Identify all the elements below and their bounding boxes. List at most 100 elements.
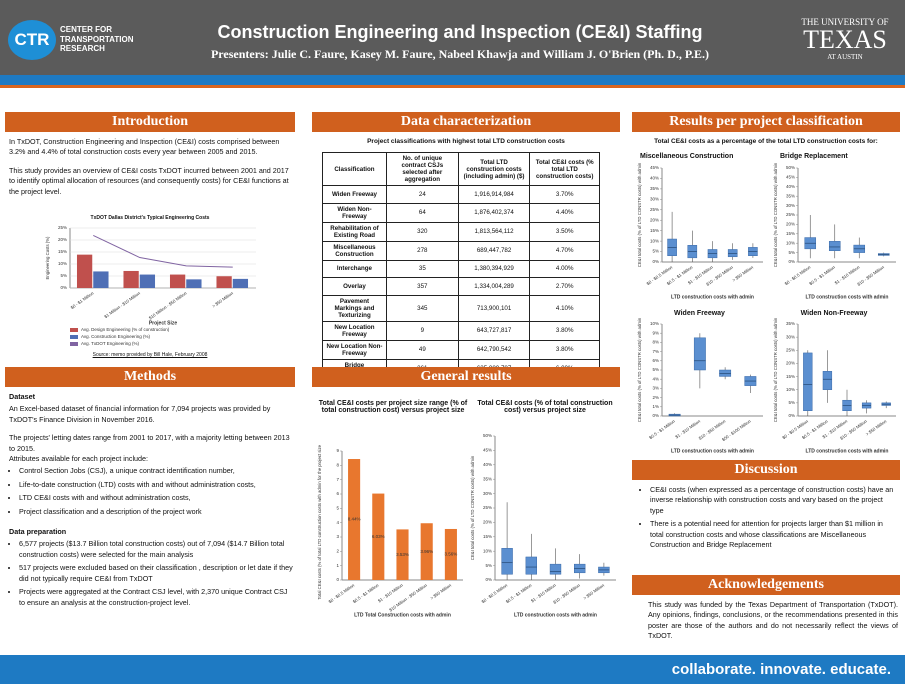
table-row: Widen Freeway 24 1,916,914,984 3.70% [322,185,600,204]
chart: 0% 5% 10% 15% 20% 25% 30% 35% 40% 45% 50% CE&I tota… [773,162,896,300]
cell: Overlay [322,277,387,296]
data-label: 6.03% [372,534,385,539]
chart-title: Bridge Replacement [780,153,848,160]
table-row: New Location Freeway 9 643,727,817 3.80% [322,320,600,341]
y-tick-label: 8% [652,340,659,345]
box [822,371,833,390]
table-row: Pavement Markings and Texturizing 345 713,… [322,294,600,322]
y-tick-label: 30% [650,197,659,202]
bar [420,523,433,580]
title: Construction Engineering and Inspection … [217,22,703,42]
x-tick-label: $0.5 - $1 Million [648,418,676,440]
box [828,241,841,251]
y-tick-label: 30% [483,491,492,496]
y-tick-label: 5% [60,273,67,278]
x-tick-label: $10 Million - $50 Million [148,290,188,320]
paragraph: The projects' letting dates range from 2… [9,433,290,453]
ut-middle: TEXAS [803,25,887,54]
column-header: Total CE&I costs (% total LTD constructi… [529,152,600,186]
chart: 0% 5% 10% 15% 20% 25% 30% 35% 40% 45% 50% CE&I tota… [470,433,616,618]
cell: 3.50% [529,221,600,242]
table-row: Rehabilitation of Existing Road 320 1,813,… [322,221,600,242]
y-tick-label: 35% [650,186,659,191]
section-heading: Results per project classification [632,112,900,132]
y-tick-label: 2% [652,395,659,400]
ut-bottom: AT AUSTIN [827,53,863,61]
x-axis-label: LTD construction costs with admin [514,612,597,618]
section-heading: General results [312,367,620,387]
y-tick-label: 40% [786,184,795,189]
cell: Rehabilitation of Existing Road [322,221,387,242]
y-axis-label: CE&I total costs (% of LTD CONSTR costs)… [773,318,778,422]
footer: collaborate. innovate. educate. [0,655,905,684]
legend-swatch [70,342,78,346]
header [0,0,905,75]
bar [444,528,457,580]
legend-label: Avg. Design Engineering (% of constructi… [81,327,170,332]
x-tick-label: $0.5 - $1 Million [505,582,533,604]
y-tick-label: 20% [786,222,795,227]
list: Control Section Jobs (CSJ), a unique con… [9,466,294,517]
line [93,234,233,268]
y-tick-label: 25% [786,347,795,352]
y-tick-label: 6 [336,491,339,496]
y-tick-label: 5 [336,506,339,511]
column-header: Total LTD construction costs (including … [457,152,531,186]
box [693,337,706,371]
list: 6,577 projects ($13.7 Billion total cons… [9,539,294,607]
y-tick-label: 25% [483,505,492,510]
table-row: New Location Non-Freeway 49 642,790,542 3.8… [322,339,600,360]
cell: 2.70% [529,277,600,296]
y-tick-label: 15% [786,231,795,236]
x-tick-label: > $50 Million [865,418,888,436]
bar [186,279,202,288]
table-header-row: Classification No. of unique contract CSJ… [322,152,600,186]
y-tick-label: 5% [788,400,795,405]
y-tick-label: 30% [786,203,795,208]
paragraph: An Excel-based dataset of financial info… [9,404,271,424]
data-label: 3.53% [396,552,409,557]
list-item: CE&I costs (when expressed as a percenta… [650,485,898,516]
cell: 1,916,914,984 [457,185,531,204]
y-tick-label: 7% [652,349,659,354]
cell: 4.00% [529,259,600,279]
x-tick-label: $10 - $50 Million [552,582,581,605]
box [727,249,738,258]
y-tick-label: 1 [336,563,339,568]
intro-text: In TxDOT, Construction Engineering and I… [9,137,294,205]
chart-title: Miscellaneous Construction [640,153,734,160]
methods-text: Dataset An Excel-based dataset of financ… [9,392,294,614]
legend-label: Avg. TxDOT Engineering (%) [81,341,140,346]
cell: 24 [385,185,459,204]
cell: Miscellaneous Construction [322,240,387,261]
y-tick-label: 8 [336,463,339,468]
section-heading: Data characterization [312,112,620,132]
cell: 1,334,004,289 [457,277,531,296]
cell: 642,790,542 [457,339,531,360]
bar [372,493,385,580]
chart-title: Widen Non-Freeway [800,310,868,317]
cell: Pavement Markings and Texturizing [322,294,387,322]
y-tick-label: 15% [650,228,659,233]
cell: 689,447,782 [457,240,531,261]
x-tick-label: $1 Million - $10 Million [103,290,141,319]
x-tick-label: > $50 Million [211,290,234,308]
y-tick-label: 10% [58,261,67,266]
y-axis-label: CE&I total costs (% of LTD CONSTR costs)… [470,455,475,560]
ut-logo: THE UNIVERSITY OF TEXAS AT AUSTIN [790,17,900,61]
y-tick-label: 0% [485,577,492,582]
y-tick-label: 10% [483,548,492,553]
y-tick-label: 50% [786,165,795,170]
y-tick-label: 5% [652,249,659,254]
y-tick-label: 40% [650,176,659,181]
x-tick-label: > $50 Million [429,582,452,600]
logo-mark: CTR [8,20,56,60]
y-axis-label: Engineering Costs (%) [45,236,50,280]
subheading: Data preparation [9,527,67,537]
cell: 3.70% [529,185,600,204]
chart: 0% 5% 10% 15% 20% 25% 30% 35% 40% 45% CE&I total c… [637,162,763,300]
y-tick-label: 4% [652,376,659,381]
y-tick-label: 10% [786,240,795,245]
chart-title: Total CE&I costs (% of total constructio… [477,400,613,414]
